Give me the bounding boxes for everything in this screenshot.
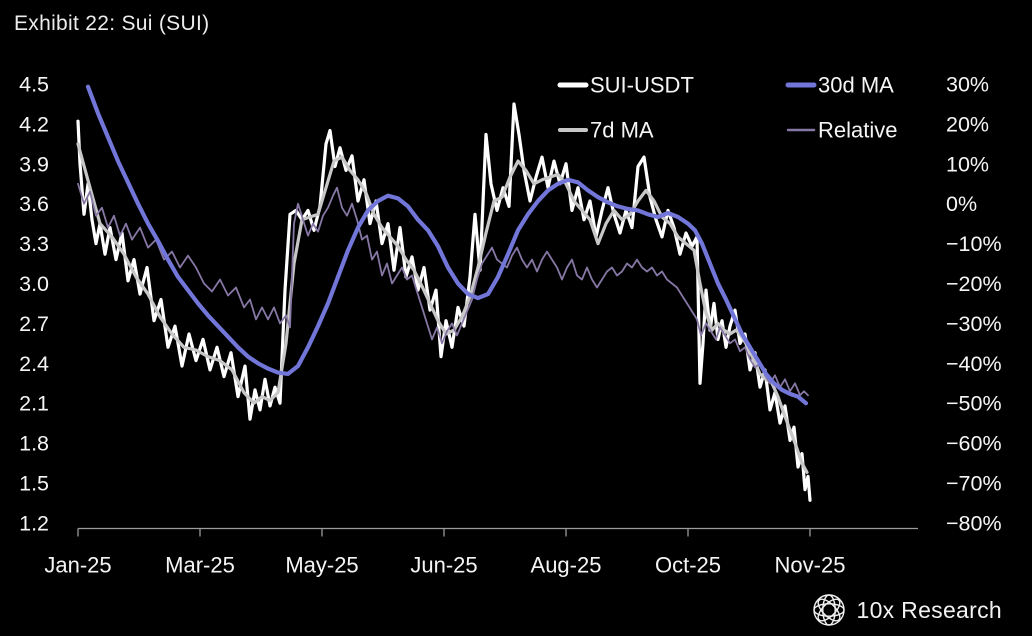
- left-tick-label: 1.2: [19, 511, 49, 535]
- series-7d-ma: [76, 142, 809, 474]
- left-tick-label: 4.5: [19, 73, 49, 97]
- legend-label: 30d MA: [818, 73, 894, 98]
- left-tick-label: 4.2: [19, 112, 49, 136]
- right-tick-label: −70%: [946, 472, 1002, 496]
- legend: SUI-USDT 30d MA 7d MA Relative: [557, 73, 897, 143]
- series-sui-usdt: [76, 102, 812, 502]
- brand-footer: 10x Research: [811, 592, 1002, 628]
- left-tick-label: 2.4: [19, 352, 49, 376]
- series-lines: [76, 84, 812, 502]
- left-tick-label: 3.6: [19, 192, 49, 216]
- left-tick-label: 1.5: [19, 472, 49, 496]
- globe-wireframe-icon: [813, 594, 846, 626]
- right-tick-label: −10%: [946, 232, 1002, 256]
- right-tick-label: −30%: [946, 312, 1002, 336]
- left-axis-labels: 4.5 4.2 3.9 3.6 3.3 3.0 2.7 2.4 2.1 1.8 1.5 1.2: [19, 73, 49, 536]
- right-tick-label: −20%: [946, 272, 1002, 296]
- left-tick-label: 3.0: [19, 272, 49, 296]
- left-tick-label: 3.3: [19, 232, 49, 256]
- left-tick-label: 2.7: [19, 312, 49, 336]
- legend-label: Relative: [818, 118, 897, 143]
- series-30d-ma: [85, 84, 809, 406]
- right-axis-labels: 30% 20% 10% 0% −10% −20% −30% −40% −50% −60% −70% −…: [946, 73, 1002, 536]
- x-tick-label: Nov-25: [775, 553, 846, 578]
- legend-label: 7d MA: [590, 118, 654, 143]
- legend-label: SUI-USDT: [590, 73, 694, 98]
- right-tick-label: −60%: [946, 432, 1002, 456]
- right-tick-label: −80%: [946, 511, 1002, 535]
- x-tick-label: May-25: [285, 553, 358, 578]
- page-title: Exhibit 22: Sui (SUI): [14, 12, 210, 35]
- right-tick-label: 20%: [946, 112, 989, 136]
- x-tick-labels: Jan-25 Mar-25 May-25 Jun-25 Aug-25 Oct-25 Nov-…: [44, 553, 845, 578]
- x-tick-label: Jan-25: [44, 553, 111, 578]
- right-tick-label: 10%: [946, 152, 989, 176]
- x-tick-label: Mar-25: [165, 553, 235, 578]
- right-tick-label: 0%: [946, 192, 977, 216]
- right-tick-label: −50%: [946, 392, 1002, 416]
- series-relative: [77, 182, 809, 397]
- x-axis: [77, 527, 918, 537]
- left-tick-label: 2.1: [19, 392, 49, 416]
- x-tick-label: Oct-25: [655, 553, 721, 578]
- right-tick-label: −40%: [946, 352, 1002, 376]
- right-tick-label: 30%: [946, 73, 989, 97]
- x-tick-label: Jun-25: [410, 553, 477, 578]
- x-tick-label: Aug-25: [531, 553, 602, 578]
- left-tick-label: 3.9: [19, 152, 49, 176]
- brand-name: 10x Research: [856, 596, 1002, 623]
- left-tick-label: 1.8: [19, 432, 49, 456]
